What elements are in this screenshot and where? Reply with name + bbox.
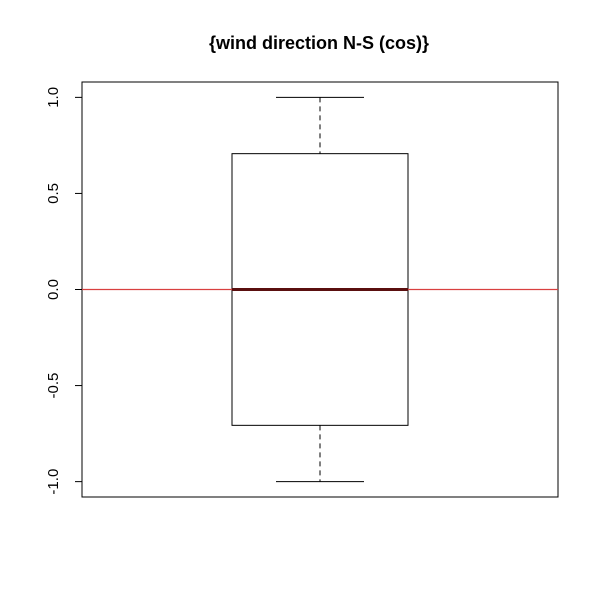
y-tick-label: 1.0 xyxy=(45,87,62,108)
y-tick-label: -1.0 xyxy=(45,469,62,495)
y-tick-label: 0.0 xyxy=(45,279,62,300)
plot-area: -1.0 -0.5 0.0 0.5 1.0 xyxy=(45,81,559,498)
y-tick-label: -0.5 xyxy=(45,373,62,399)
chart-title: {wind direction N-S (cos)} xyxy=(209,33,429,53)
y-tick-label: 0.5 xyxy=(45,183,62,204)
